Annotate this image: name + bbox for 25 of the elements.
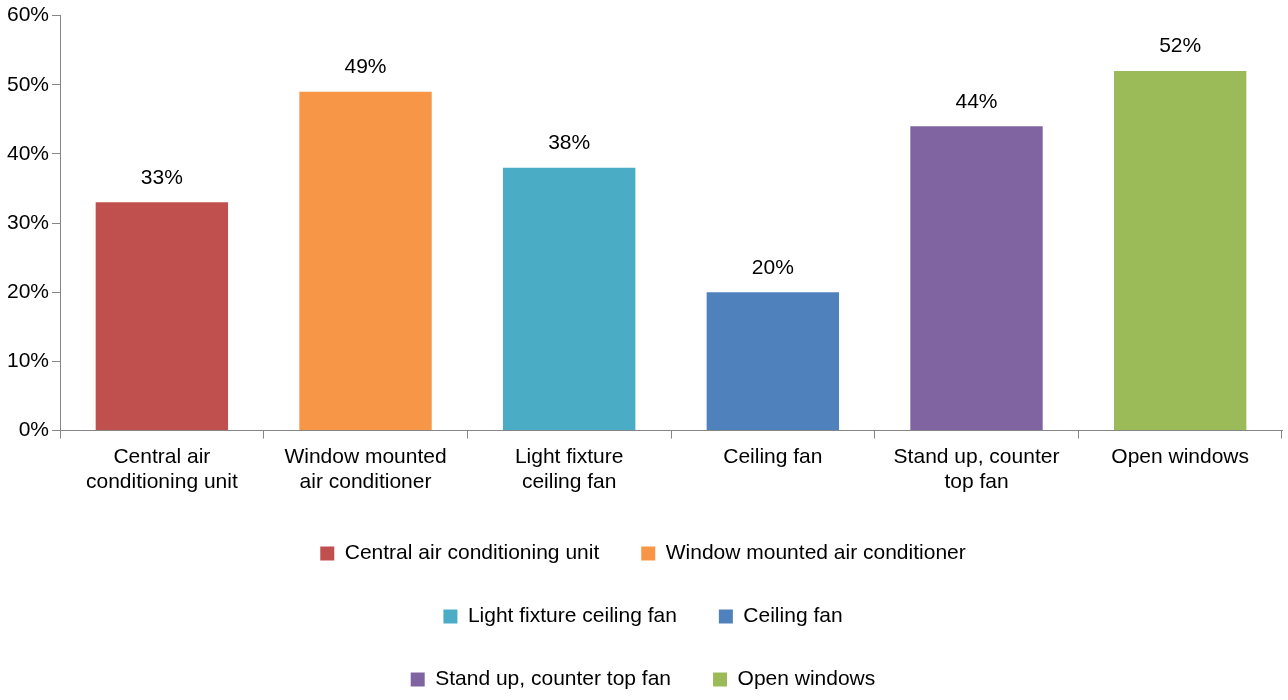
x-tick-label: Stand up, counter top fan bbox=[893, 444, 1060, 493]
y-tick-label: 60% bbox=[7, 2, 50, 26]
data-label: 49% bbox=[344, 53, 387, 77]
data-label: 20% bbox=[751, 254, 794, 278]
y-tick-label: 30% bbox=[7, 209, 50, 233]
y-tick-label: 10% bbox=[7, 348, 50, 372]
data-label: 44% bbox=[955, 88, 998, 112]
data-label: 33% bbox=[140, 164, 183, 188]
y-tick-label: 40% bbox=[7, 140, 50, 164]
y-tick-label: 0% bbox=[18, 417, 50, 441]
legend-label: Stand up, counter top fan bbox=[435, 666, 672, 690]
legend-label: Window mounted air conditioner bbox=[665, 540, 966, 564]
y-tick-label: 50% bbox=[7, 71, 50, 95]
legend-label: Light fixture ceiling fan bbox=[467, 603, 677, 627]
data-label: 38% bbox=[548, 130, 591, 154]
x-tick-label: Ceiling fan bbox=[723, 444, 823, 467]
y-tick-label: 20% bbox=[7, 279, 50, 303]
x-tick-label: Central air conditioning unit bbox=[85, 444, 238, 493]
x-tick-label: Window mounted air conditioner bbox=[284, 444, 447, 493]
x-tick-label: Light fixture ceiling fan bbox=[514, 444, 624, 493]
legend-label: Open windows bbox=[737, 666, 876, 690]
x-tick-label: Open windows bbox=[1111, 444, 1250, 467]
legend-label: Ceiling fan bbox=[743, 603, 843, 627]
legend-label: Central air conditioning unit bbox=[344, 540, 600, 564]
data-label: 52% bbox=[1159, 33, 1202, 57]
